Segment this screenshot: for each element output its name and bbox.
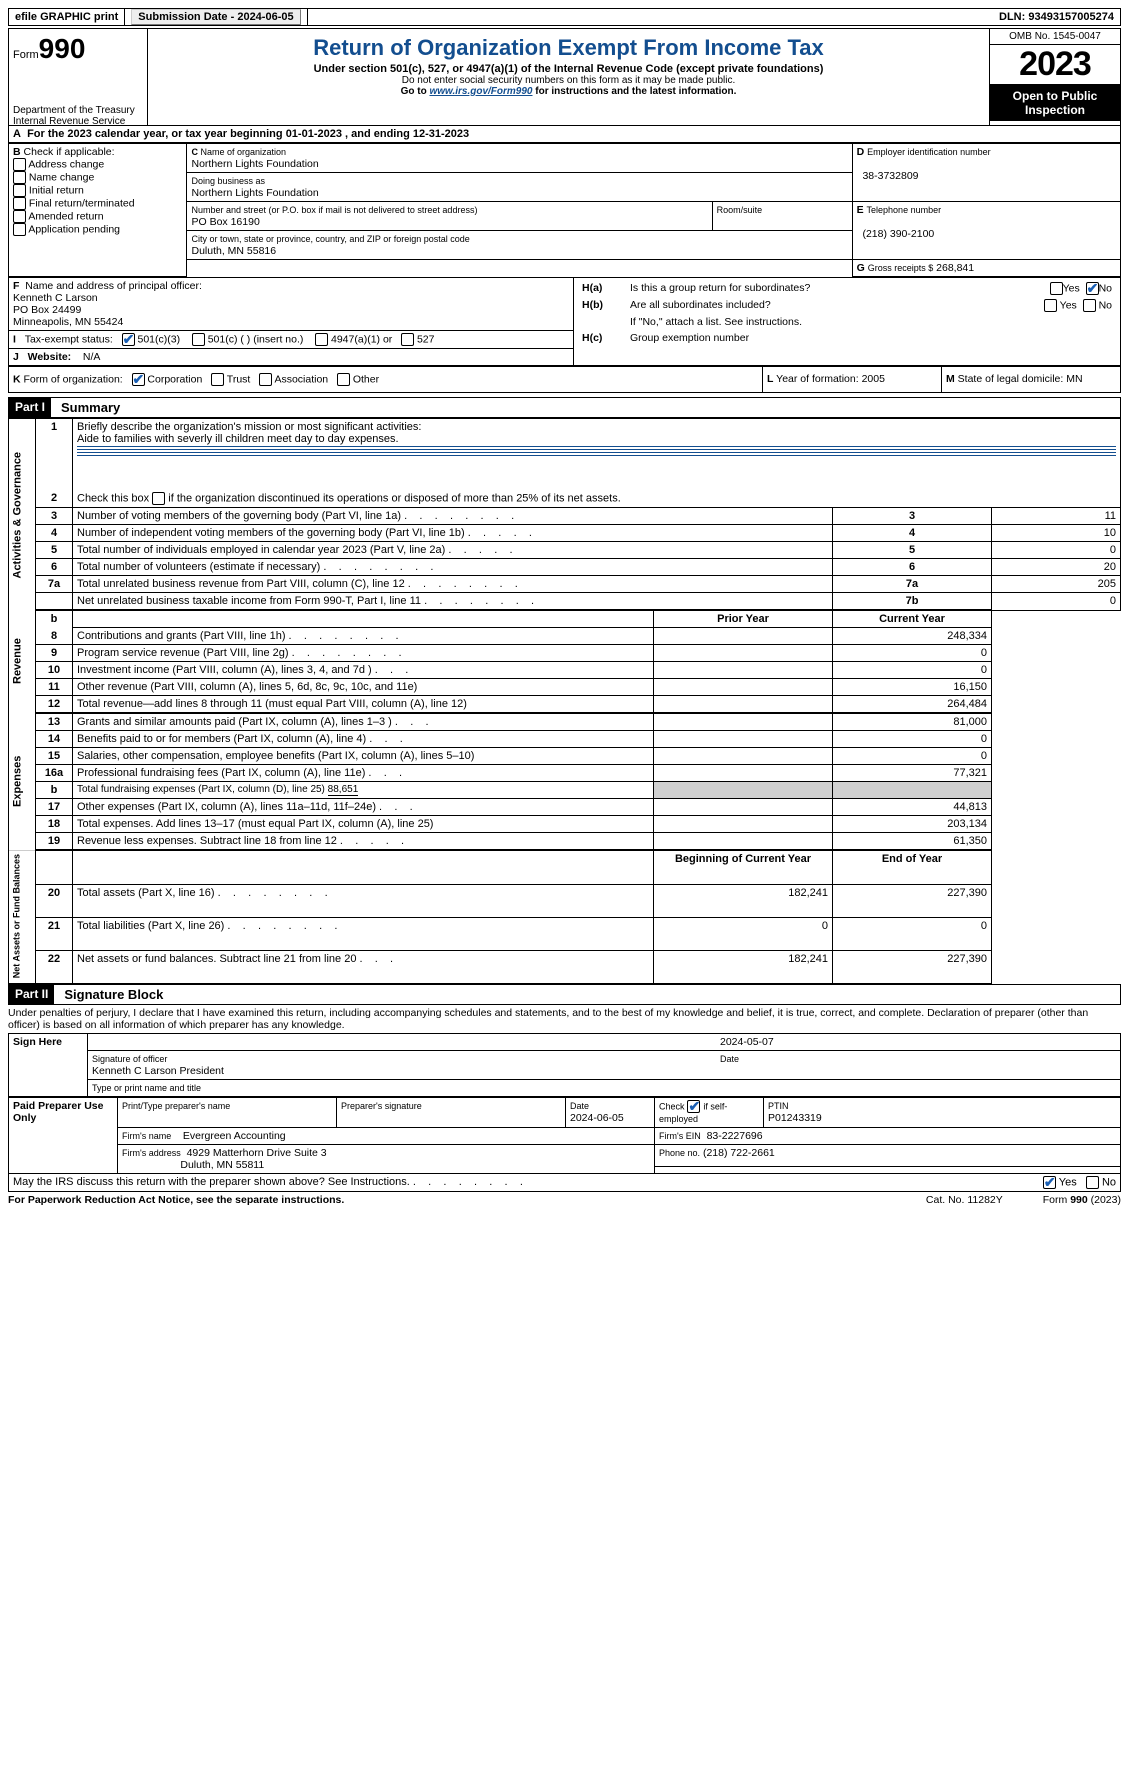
part1-header: Part I Summary — [8, 397, 1121, 418]
section-m: M State of legal domicile: MN — [942, 367, 1121, 393]
line-a: A For the 2023 calendar year, or tax yea… — [8, 126, 1121, 143]
submission-date-cell: Submission Date - 2024-06-05 — [125, 9, 307, 25]
section-e: E Telephone number (218) 390-2100 — [852, 202, 1120, 260]
section-h: H(a) Is this a group return for subordin… — [574, 278, 1121, 366]
section-i: I Tax-exempt status: 501(c)(3) 501(c) ( … — [9, 331, 574, 349]
form-title: Return of Organization Exempt From Incom… — [156, 35, 981, 61]
k-l-m-table: K Form of organization: Corporation Trus… — [8, 366, 1121, 393]
section-c-name: C Name of organization Northern Lights F… — [187, 144, 852, 173]
entity-info-table: B Check if applicable: Address change Na… — [8, 143, 1121, 277]
signature-table: Sign Here 2024-05-07 Signature of office… — [8, 1033, 1121, 1097]
page-footer: For Paperwork Reduction Act Notice, see … — [8, 1194, 1121, 1206]
section-j: J Website: N/A — [9, 349, 574, 366]
discuss-row: May the IRS discuss this return with the… — [8, 1174, 1121, 1192]
form-number: Form990 — [13, 33, 143, 65]
checkbox-other[interactable] — [337, 373, 350, 386]
checkbox-assoc[interactable] — [259, 373, 272, 386]
dept-treasury: Department of the Treasury — [13, 105, 143, 116]
checkbox-501c[interactable] — [192, 333, 205, 346]
checkbox-527[interactable] — [401, 333, 414, 346]
section-b: B Check if applicable: Address change Na… — [9, 144, 187, 277]
efile-label: efile GRAPHIC print — [9, 9, 125, 25]
checkbox-amended[interactable] — [13, 210, 26, 223]
section-d: D Employer identification number 38-3732… — [852, 144, 1120, 202]
checkbox-address-change[interactable] — [13, 158, 26, 171]
checkbox-self-employed[interactable] — [687, 1100, 700, 1113]
checkbox-application-pending[interactable] — [13, 223, 26, 236]
instructions-note: Go to www.irs.gov/Form990 for instructio… — [156, 86, 981, 97]
section-c-room: Room/suite — [712, 202, 852, 231]
form-header: Form990 Department of the Treasury Inter… — [8, 28, 1121, 126]
dln: DLN: 93493157005274 — [993, 9, 1120, 25]
section-c-street: Number and street (or P.O. box if mail i… — [187, 202, 712, 231]
checkbox-501c3[interactable] — [122, 333, 135, 346]
checkbox-hb-yes[interactable] — [1044, 299, 1057, 312]
section-l: L Year of formation: 2005 — [763, 367, 942, 393]
omb-number: OMB No. 1545-0047 — [990, 29, 1120, 45]
side-expenses: Expenses — [9, 713, 36, 850]
open-to-public: Open to Public Inspection — [990, 85, 1120, 121]
checkbox-corp[interactable] — [132, 373, 145, 386]
top-bar: efile GRAPHIC print Submission Date - 20… — [8, 8, 1121, 26]
section-c-dba: Doing business as Northern Lights Founda… — [187, 173, 852, 202]
side-revenue: Revenue — [9, 610, 36, 713]
checkbox-ha-yes[interactable] — [1050, 282, 1063, 295]
irs-label: Internal Revenue Service — [13, 116, 143, 127]
checkbox-discuss-no[interactable] — [1086, 1176, 1099, 1189]
submission-date-button[interactable]: Submission Date - 2024-06-05 — [131, 9, 300, 25]
checkbox-trust[interactable] — [211, 373, 224, 386]
mission-text: Aide to families with severly ill childr… — [77, 433, 399, 445]
checkbox-initial-return[interactable] — [13, 184, 26, 197]
form990-link[interactable]: www.irs.gov/Form990 — [429, 86, 532, 97]
preparer-table: Paid Preparer Use Only Print/Type prepar… — [8, 1097, 1121, 1174]
tax-year: 2023 — [990, 45, 1120, 85]
checkbox-4947[interactable] — [315, 333, 328, 346]
section-f: F Name and address of principal officer:… — [9, 278, 574, 331]
side-activities-governance: Activities & Governance — [9, 419, 36, 611]
checkbox-discuss-yes[interactable] — [1043, 1176, 1056, 1189]
paid-preparer-label: Paid Preparer Use Only — [9, 1097, 118, 1173]
part2-header: Part II Signature Block — [8, 984, 1121, 1005]
sign-here-label: Sign Here — [9, 1033, 88, 1096]
f-h-table: F Name and address of principal officer:… — [8, 277, 1121, 366]
ssn-note: Do not enter social security numbers on … — [156, 75, 981, 86]
checkbox-name-change[interactable] — [13, 171, 26, 184]
section-k: K Form of organization: Corporation Trus… — [9, 367, 763, 393]
checkbox-final-return[interactable] — [13, 197, 26, 210]
section-g: G Gross receipts $ 268,841 — [852, 260, 1120, 277]
form-subtitle: Under section 501(c), 527, or 4947(a)(1)… — [156, 63, 981, 75]
checkbox-discontinued[interactable] — [152, 492, 165, 505]
perjury-declaration: Under penalties of perjury, I declare th… — [8, 1005, 1121, 1033]
section-c-city: City or town, state or province, country… — [187, 231, 852, 260]
summary-table: Activities & Governance 1 Briefly descri… — [8, 418, 1121, 984]
side-net-assets: Net Assets or Fund Balances — [9, 850, 36, 983]
checkbox-hb-no[interactable] — [1083, 299, 1096, 312]
checkbox-ha-no[interactable] — [1086, 282, 1099, 295]
